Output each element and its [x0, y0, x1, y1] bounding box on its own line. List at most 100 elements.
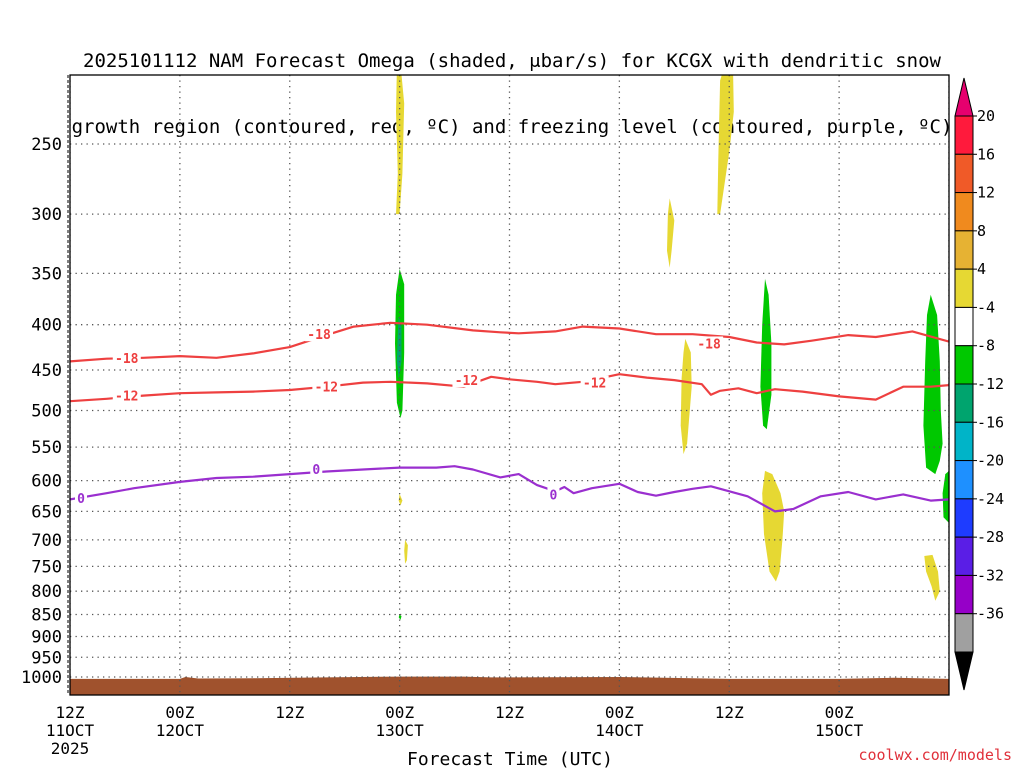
colorbar-label-13: -36 — [977, 605, 1004, 623]
colorbar-top-arrow — [954, 77, 974, 117]
omega-region-13 — [942, 470, 949, 523]
colorbar-label-8: -16 — [977, 413, 1004, 431]
plot-frame — [69, 74, 950, 696]
colorbar-swatch-13 — [954, 613, 974, 653]
colorbar-label-0: 20 — [977, 107, 995, 125]
x-tick-label-7: 00Z — [825, 703, 854, 722]
colorbar-label-11: -28 — [977, 528, 1004, 546]
omega-region-5 — [396, 316, 402, 379]
y-tick-label-1000: 1000 — [21, 668, 62, 688]
contour-label-bg-6 — [580, 375, 609, 390]
chart-title-line-2: growth region (contoured, red, ºC) and f… — [71, 116, 953, 138]
colorbar-swatch-7 — [954, 383, 974, 423]
y-tick-label-500: 500 — [31, 402, 62, 422]
omega-region-6 — [398, 493, 403, 506]
contour-label-6: -12 — [583, 377, 606, 392]
contour-label-8: 0 — [312, 463, 320, 478]
colorbar-swatch-6 — [954, 345, 974, 385]
x-tick-date-5: 14OCT — [595, 721, 644, 740]
contour-label-5: -12 — [455, 374, 478, 389]
contour-dgz-18-0 — [70, 321, 949, 363]
omega-region-10 — [760, 278, 772, 430]
colorbar-swatch-10 — [954, 498, 974, 538]
x-tick-label-3: 00Z — [385, 703, 414, 722]
y-tick-label-450: 450 — [31, 361, 62, 381]
y-tick-label-250: 250 — [31, 135, 62, 155]
y-tick-label-600: 600 — [31, 472, 62, 492]
colorbar-label-1: 16 — [977, 145, 995, 163]
omega-region-9 — [680, 338, 692, 455]
y-tick-label-850: 850 — [31, 606, 62, 626]
colorbar-swatch-0 — [954, 115, 974, 155]
contour-label-bg-5 — [452, 373, 481, 388]
x-axis-title: Forecast Time (UTC) — [407, 749, 613, 768]
x-tick-label-2: 12Z — [275, 703, 304, 722]
omega-region-2 — [717, 75, 734, 215]
colorbar-swatch-4 — [954, 268, 974, 308]
contour-dgz-12-1 — [70, 373, 949, 403]
y-tick-label-950: 950 — [31, 648, 62, 668]
x-tick-label-6: 12Z — [715, 703, 744, 722]
x-tick-label-4: 12Z — [495, 703, 524, 722]
contour-label-bg-1 — [305, 327, 334, 342]
omega-region-7 — [404, 539, 408, 564]
contour-label-bg-4 — [312, 379, 341, 394]
colorbar-swatch-3 — [954, 230, 974, 270]
colorbar-swatch-1 — [954, 153, 974, 194]
y-tick-label-800: 800 — [31, 582, 62, 602]
contour-label-0: -18 — [115, 352, 139, 367]
colorbar-label-6: -8 — [977, 337, 995, 355]
y-tick-label-700: 700 — [31, 531, 62, 551]
colorbar-swatch-11 — [954, 536, 974, 576]
contour-label-bg-3 — [112, 388, 141, 403]
contour-label-9: 0 — [550, 488, 558, 503]
contour-label-7: 0 — [77, 492, 85, 507]
colorbar-swatch-5 — [954, 306, 974, 347]
colorbar-label-4: 4 — [977, 260, 986, 278]
x-tick-date-0: 11OCT — [46, 721, 95, 740]
colorbar-label-12: -32 — [977, 566, 1004, 584]
y-tick-label-650: 650 — [31, 502, 62, 522]
omega-region-14 — [924, 554, 940, 601]
contour-label-bg-2 — [695, 336, 724, 351]
contour-label-bg-9 — [547, 487, 560, 502]
y-tick-label-300: 300 — [31, 205, 62, 225]
y-tick-label-350: 350 — [31, 264, 62, 284]
site-credit: coolwx.com/models — [858, 746, 1012, 764]
colorbar-swatch-8 — [954, 421, 974, 462]
contour-freezing-0-2 — [70, 465, 949, 513]
colorbar-label-5: -4 — [977, 298, 995, 316]
contour-label-2: -18 — [697, 337, 721, 352]
y-tick-label-550: 550 — [31, 438, 62, 458]
omega-region-8 — [398, 614, 402, 620]
y-tick-label-750: 750 — [31, 557, 62, 577]
colorbar-swatch-12 — [954, 574, 974, 615]
x-tick-label-5: 00Z — [605, 703, 634, 722]
contour-label-bg-0 — [112, 350, 141, 365]
y-tick-label-900: 900 — [31, 627, 62, 647]
colorbar-swatch-9 — [954, 460, 974, 500]
omega-region-3 — [667, 198, 675, 268]
x-tick-date-3: 13OCT — [376, 721, 425, 740]
omega-region-11 — [762, 470, 785, 582]
colorbar-label-3: 8 — [977, 222, 986, 240]
x-tick-label-0: 12Z — [56, 703, 85, 722]
contour-label-3: -12 — [115, 390, 138, 405]
y-tick-label-400: 400 — [31, 316, 62, 336]
colorbar-label-10: -24 — [977, 490, 1004, 508]
contour-label-bg-7 — [74, 491, 87, 506]
x-tick-date-1: 12OCT — [156, 721, 205, 740]
contour-label-bg-8 — [310, 461, 323, 476]
contour-label-4: -12 — [315, 381, 338, 396]
chart-title-line-1: 2025101112 NAM Forecast Omega (shaded, μ… — [83, 50, 941, 72]
colorbar-label-7: -12 — [977, 375, 1004, 393]
x-tick-date-7: 15OCT — [815, 721, 864, 740]
x-tick-year-0: 2025 — [51, 739, 90, 758]
colorbar-label-2: 12 — [977, 184, 995, 202]
x-tick-label-1: 00Z — [165, 703, 194, 722]
colorbar-bottom-arrow — [954, 651, 974, 691]
colorbar-swatch-2 — [954, 192, 974, 232]
colorbar-label-9: -20 — [977, 452, 1004, 470]
contour-label-1: -18 — [307, 328, 331, 343]
